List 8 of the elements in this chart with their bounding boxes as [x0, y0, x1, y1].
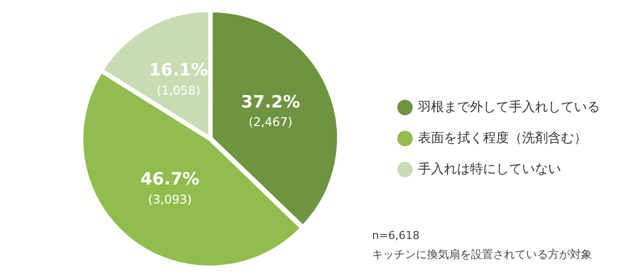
legend-label: 表面を拭く程度（洗剤含む） — [418, 130, 587, 146]
legend-label: 羽根まで外して手入れしている — [417, 100, 600, 115]
data-label: 16.1% (1,058) — [149, 60, 208, 98]
legend-label: 手入れは特にしていない — [418, 162, 561, 177]
data-label: 37.2% (2,467) — [241, 92, 300, 129]
text: キッチンに換気扇を設置されている方が対象 — [372, 248, 592, 261]
data-label: 46.7% (3,093) — [140, 170, 200, 206]
text: n=6,618 — [372, 228, 420, 242]
